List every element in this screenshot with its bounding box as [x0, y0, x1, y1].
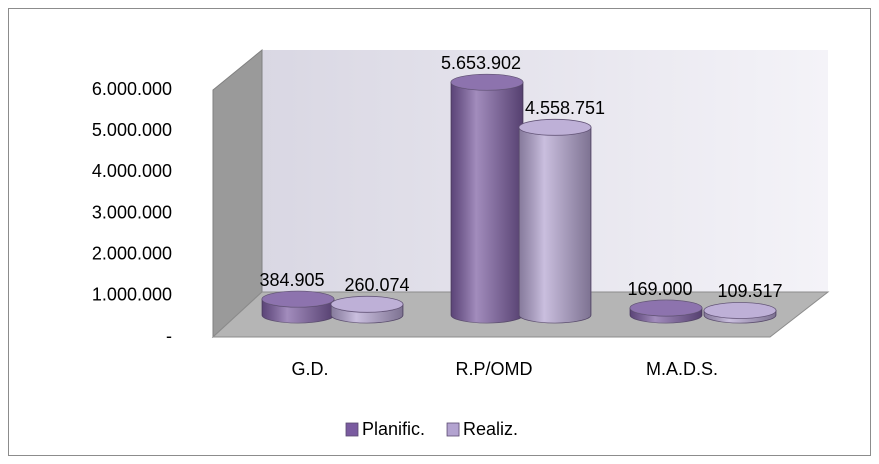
- data-label: 260.074: [344, 275, 409, 295]
- data-label: 5.653.902: [441, 53, 521, 73]
- x-tick-label: G.D.: [291, 359, 328, 379]
- bar-top: [261, 290, 335, 308]
- legend-swatch: [446, 422, 460, 437]
- y-tick-label: 3.000.000: [92, 202, 172, 222]
- x-tick-label: M.A.D.S.: [646, 359, 718, 379]
- bar-top: [703, 302, 777, 319]
- legend-label: Realiz.: [463, 419, 518, 439]
- bar-shade: [519, 127, 591, 323]
- bar-top-shade: [630, 300, 702, 317]
- bar-top-shade: [262, 291, 334, 308]
- data-label: 384.905: [259, 270, 324, 290]
- bar-top: [330, 295, 404, 313]
- y-tick-label: -: [166, 326, 172, 346]
- bar-top-shade: [451, 74, 523, 91]
- y-tick-label: 1.000.000: [92, 285, 172, 305]
- side-wall: [212, 48, 263, 339]
- y-tick-label: 4.000.000: [92, 161, 172, 181]
- bar-top: [629, 299, 703, 317]
- y-tick-label: 6.000.000: [92, 79, 172, 99]
- bar-top-shade: [519, 119, 591, 136]
- data-label: 109.517: [717, 281, 782, 301]
- bar-top-shade: [331, 296, 403, 313]
- x-tick-label: R.P/OMD: [455, 359, 532, 379]
- bar-shade: [451, 82, 523, 323]
- data-label: 169.000: [627, 279, 692, 299]
- bar-top: [518, 118, 592, 136]
- legend-label: Planific.: [362, 419, 425, 439]
- legend-swatch: [345, 422, 359, 437]
- bar-top-shade: [704, 302, 776, 319]
- y-tick-label: 5.000.000: [92, 120, 172, 140]
- bar-top: [450, 73, 524, 91]
- y-tick-label: 2.000.000: [92, 243, 172, 263]
- data-label: 4.558.751: [525, 98, 605, 118]
